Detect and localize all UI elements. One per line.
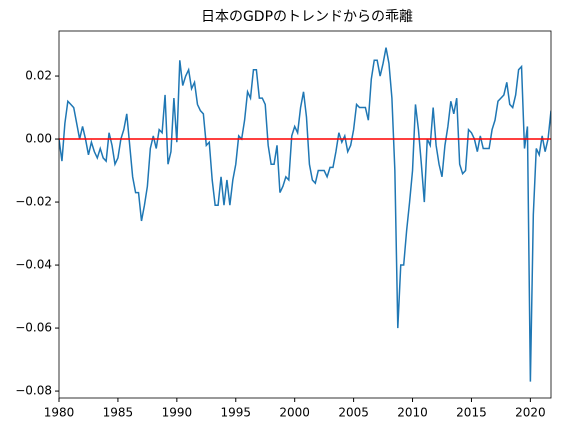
x-tick-label: 2020	[515, 406, 546, 420]
y-tick-label: −0.02	[15, 195, 52, 209]
y-tick-label: −0.06	[15, 321, 52, 335]
plot-frame	[58, 30, 552, 399]
series-line	[59, 47, 551, 382]
x-tick-label: 2010	[397, 406, 428, 420]
x-tick-label: 1995	[220, 406, 251, 420]
x-tick-label: 2015	[456, 406, 487, 420]
x-tick-label: 1985	[103, 406, 134, 420]
x-tick-label: 2000	[279, 406, 310, 420]
y-tick-label: 0.00	[25, 132, 52, 146]
x-tick-label: 2005	[338, 406, 369, 420]
x-tick-label: 1980	[44, 406, 75, 420]
y-tick-label: −0.04	[15, 258, 52, 272]
x-tick-label: 1990	[162, 406, 193, 420]
y-tick-label: −0.08	[15, 384, 52, 398]
y-tick-label: 0.02	[25, 69, 52, 83]
chart-title: 日本のGDPのトレンドからの乖離	[201, 8, 413, 25]
